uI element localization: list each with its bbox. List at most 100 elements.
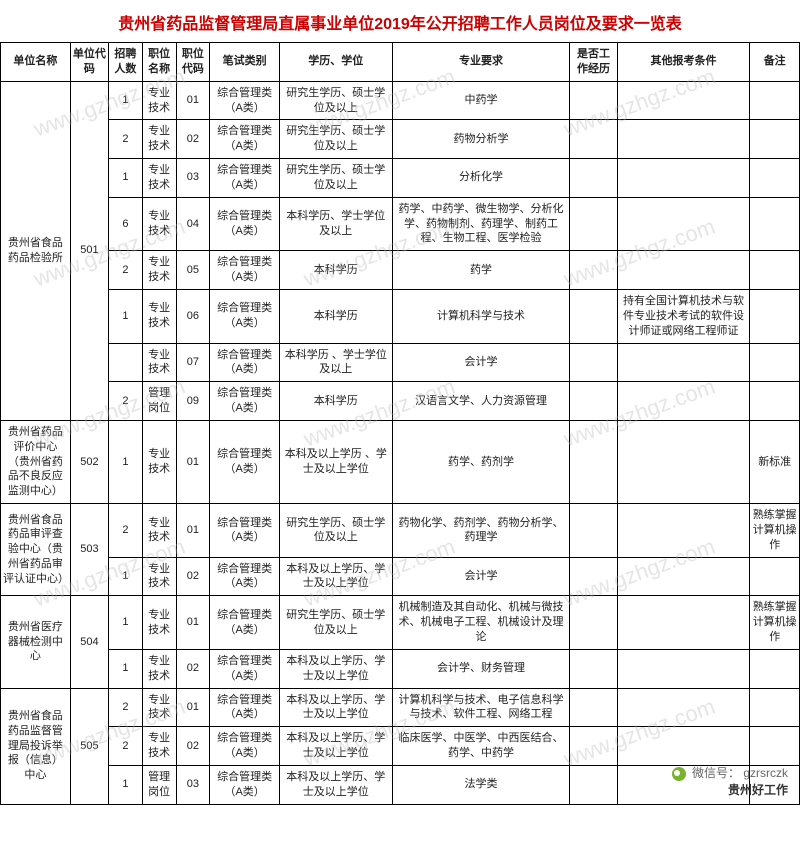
cell-exp [570,688,617,727]
cell-exp [570,727,617,766]
page-wrap: { "title": "贵州省药品监督管理局直属事业单位2019年公开招聘工作人… [0,0,800,805]
cell-exp [570,343,617,382]
cell-edu: 本科及以上学历、学士及以上学位 [280,688,393,727]
cell-exam: 综合管理类（A类） [210,504,280,558]
cell-pcode: 01 [176,81,210,120]
cell-exp [570,159,617,198]
cell-note [750,81,800,120]
cell-exam: 综合管理类（A类） [210,251,280,290]
cell-num: 2 [109,251,143,290]
cell-edu: 研究生学历、硕士学位及以上 [280,504,393,558]
cell-pos: 专业技术 [142,343,176,382]
col-header: 单位代码 [70,43,108,82]
cell-major: 机械制造及其自动化、机械与微技术、机械电子工程、机械设计及理论 [392,596,570,650]
cell-pos: 专业技术 [142,727,176,766]
cell-exam: 综合管理类（A类） [210,688,280,727]
cell-edu: 本科及以上学历、学士及以上学位 [280,649,393,688]
cell-note [750,688,800,727]
cell-exam: 综合管理类（A类） [210,649,280,688]
cell-exp [570,81,617,120]
cell-pcode: 05 [176,251,210,290]
col-header: 备注 [750,43,800,82]
footer-brand: 贵州好工作 [672,782,788,799]
page-title: 贵州省药品监督管理局直属事业单位2019年公开招聘工作人员岗位及要求一览表 [0,0,800,42]
cell-pos: 管理岗位 [142,765,176,804]
table-header-row: 单位名称单位代码招聘人数职位名称职位代码笔试类别学历、学位专业要求是否工作经历其… [1,43,800,82]
cell-num: 2 [109,727,143,766]
cell-num: 2 [109,688,143,727]
cell-num: 1 [109,81,143,120]
cell-num: 6 [109,197,143,251]
cell-num: 2 [109,120,143,159]
cell-pcode: 07 [176,343,210,382]
wechat-icon [672,767,686,781]
cell-exp [570,251,617,290]
cell-major: 药物化学、药剂学、药物分析学、药理学 [392,504,570,558]
cell-other [617,197,750,251]
cell-note [750,727,800,766]
cell-pcode: 03 [176,159,210,198]
cell-num: 1 [109,420,143,503]
unit-name: 贵州省食品药品检验所 [1,81,71,420]
cell-other [617,120,750,159]
cell-pcode: 09 [176,382,210,421]
cell-exam: 综合管理类（A类） [210,557,280,596]
cell-note [750,649,800,688]
cell-exp [570,765,617,804]
cell-pcode: 02 [176,120,210,159]
cell-num: 2 [109,504,143,558]
cell-note [750,159,800,198]
cell-num: 1 [109,159,143,198]
cell-edu: 本科学历、学士学位及以上 [280,197,393,251]
table-row: 6专业技术04综合管理类（A类）本科学历、学士学位及以上药学、中药学、微生物学、… [1,197,800,251]
cell-exp [570,557,617,596]
cell-note [750,557,800,596]
cell-edu: 本科学历 、学士学位及以上 [280,343,393,382]
cell-pcode: 01 [176,420,210,503]
table-row: 专业技术07综合管理类（A类）本科学历 、学士学位及以上会计学 [1,343,800,382]
col-header: 职位名称 [142,43,176,82]
cell-pos: 专业技术 [142,688,176,727]
unit-name: 贵州省药品评价中心（贵州省药品不良反应监测中心） [1,420,71,503]
cell-pcode: 01 [176,596,210,650]
table-row: 贵州省食品药品审评查验中心（贵州省药品审评认证中心）5032专业技术01综合管理… [1,504,800,558]
table-row: 2专业技术02综合管理类（A类）本科及以上学历、学士及以上学位临床医学、中医学、… [1,727,800,766]
cell-pcode: 03 [176,765,210,804]
cell-pcode: 06 [176,289,210,343]
wechat-line: 微信号： gzrsrczk [672,765,788,782]
cell-exam: 综合管理类（A类） [210,596,280,650]
cell-major: 会计学 [392,343,570,382]
cell-note: 熟练掌握计算机操作 [750,596,800,650]
col-header: 专业要求 [392,43,570,82]
cell-exam: 综合管理类（A类） [210,197,280,251]
cell-other [617,159,750,198]
cell-pos: 专业技术 [142,504,176,558]
cell-note: 新标准 [750,420,800,503]
table-row: 贵州省药品评价中心（贵州省药品不良反应监测中心）5021专业技术01综合管理类（… [1,420,800,503]
unit-name: 贵州省食品药品监督管理局投诉举报（信息）中心 [1,688,71,804]
cell-pos: 专业技术 [142,649,176,688]
cell-note [750,343,800,382]
cell-major: 药学、药剂学 [392,420,570,503]
cell-pcode: 02 [176,649,210,688]
cell-other [617,420,750,503]
cell-other [617,649,750,688]
col-header: 招聘人数 [109,43,143,82]
unit-code: 503 [70,504,108,596]
cell-major: 计算机科学与技术 [392,289,570,343]
cell-edu: 本科学历 [280,251,393,290]
cell-other [617,596,750,650]
cell-edu: 研究生学历、硕士学位及以上 [280,81,393,120]
cell-pos: 专业技术 [142,197,176,251]
cell-exp [570,382,617,421]
cell-edu: 本科学历 [280,382,393,421]
cell-exam: 综合管理类（A类） [210,765,280,804]
unit-name: 贵州省食品药品审评查验中心（贵州省药品审评认证中心） [1,504,71,596]
cell-other: 持有全国计算机技术与软件专业技术考试的软件设计师证或网络工程师证 [617,289,750,343]
cell-exam: 综合管理类（A类） [210,343,280,382]
cell-major: 会计学、财务管理 [392,649,570,688]
cell-note [750,197,800,251]
unit-code: 501 [70,81,108,420]
table-row: 2专业技术05综合管理类（A类）本科学历药学 [1,251,800,290]
table-row: 1专业技术02综合管理类（A类）本科及以上学历、学士及以上学位会计学、财务管理 [1,649,800,688]
